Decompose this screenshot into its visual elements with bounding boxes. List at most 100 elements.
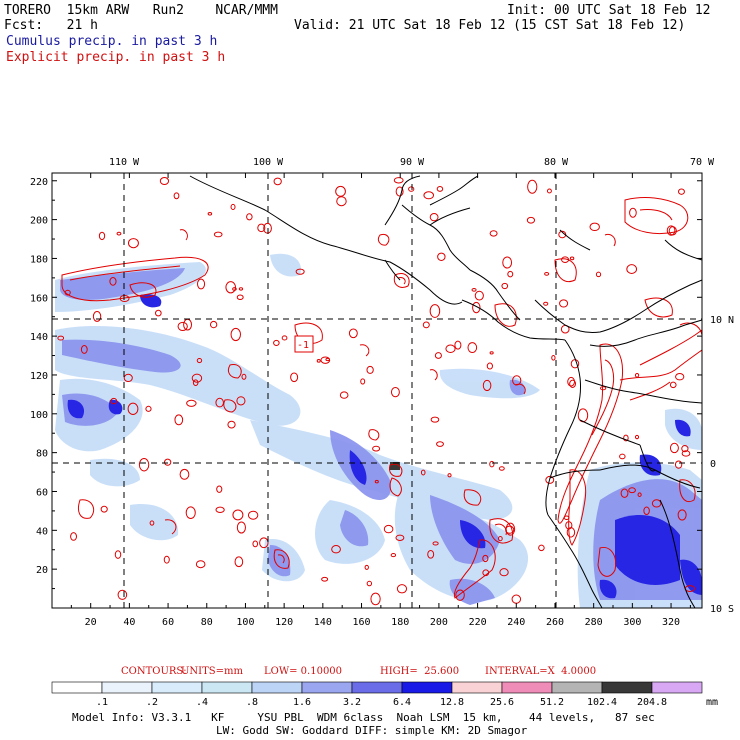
small-precip-cell	[364, 564, 369, 570]
small-precip-cell	[325, 357, 330, 362]
small-precip-cell	[185, 506, 196, 520]
small-precip-cell	[80, 345, 88, 354]
small-precip-cell	[505, 522, 516, 536]
small-precip-cell	[527, 179, 538, 194]
small-precip-cell	[420, 469, 426, 476]
small-precip-cell	[498, 466, 505, 471]
y-tick-label: 120	[30, 371, 48, 382]
colorbar-swatch	[151, 681, 203, 694]
small-precip-cell	[177, 321, 188, 332]
colorbar-label: 25.6	[490, 697, 514, 708]
small-precip-cell	[383, 524, 394, 534]
small-precip-cell	[569, 256, 575, 261]
small-precip-cell	[474, 290, 484, 301]
small-precip-cell	[651, 499, 662, 508]
colorbar-label: .1	[96, 697, 108, 708]
small-precip-cell	[543, 301, 549, 306]
small-precip-cell	[173, 192, 180, 200]
small-precip-cell	[677, 509, 687, 521]
small-precip-cell	[336, 196, 347, 207]
small-precip-cell	[674, 460, 683, 469]
small-precip-cell	[149, 520, 155, 526]
small-precip-cell	[600, 386, 607, 391]
small-precip-cell	[295, 268, 305, 275]
colorbar-swatch	[351, 681, 403, 694]
x-tick-label: 160	[352, 617, 370, 628]
small-precip-cell	[123, 373, 133, 383]
small-precip-cell	[454, 340, 462, 350]
land-boundaries	[189, 175, 703, 609]
map-axes: 20 40 60 80 100 120 140 160 180 200 220 240 260 280 30…	[30, 157, 734, 628]
small-precip-cell	[637, 492, 642, 497]
small-precip-cell	[569, 379, 577, 388]
small-precip-cell	[619, 453, 626, 460]
small-precip-cell	[472, 301, 481, 314]
y-tick-label: 20	[36, 565, 48, 576]
small-precip-cell	[257, 223, 266, 233]
small-precip-cell	[437, 252, 446, 261]
y-tick-label: 80	[36, 449, 48, 460]
small-precip-cell	[422, 321, 430, 329]
small-precip-cell	[273, 177, 282, 186]
small-precip-cell	[366, 580, 373, 587]
small-precip-cell	[436, 186, 444, 192]
colorbar-swatch	[601, 681, 653, 694]
small-precip-cell	[259, 537, 269, 549]
small-precip-cell	[512, 375, 522, 386]
x-tick-label: 20	[85, 617, 97, 628]
small-precip-cell	[209, 320, 218, 329]
small-precip-cell	[236, 294, 244, 301]
small-precip-cell	[643, 506, 650, 516]
small-precip-cell	[393, 177, 404, 184]
colorbar-swatch	[201, 681, 253, 694]
small-precip-cell	[429, 304, 441, 318]
small-precip-cell	[164, 458, 172, 466]
small-precip-cell	[436, 441, 444, 447]
cumulus-field-label: Cumulus precip. in past 3 h	[6, 34, 218, 49]
small-precip-cell	[626, 264, 638, 274]
colorbar-label: 12.8	[440, 697, 464, 708]
small-precip-cell	[372, 445, 381, 452]
small-precip-cell	[238, 287, 244, 291]
small-precip-cell	[119, 294, 130, 303]
y-tick-label: 140	[30, 332, 48, 343]
colorbar-swatch	[401, 681, 453, 694]
small-precip-cell	[227, 420, 236, 429]
small-precip-cell	[390, 386, 400, 398]
explicit-precip-contours	[61, 197, 702, 599]
small-precip-cell	[225, 281, 236, 294]
small-precip-cell	[100, 505, 108, 513]
contours-label: CONTOURS:	[121, 666, 187, 677]
small-precip-cell	[666, 225, 676, 236]
colorbar-label: 102.4	[587, 697, 617, 708]
small-precip-cell	[179, 468, 190, 480]
explicit-precip-small-cells	[57, 177, 696, 606]
x-tick-label: 80	[201, 617, 213, 628]
small-precip-cell	[92, 311, 102, 322]
small-precip-cell	[163, 555, 170, 564]
colorbar-swatch	[651, 681, 703, 694]
colorbar: .1 .2 .4 .8 1.6 3.2 6.4 12.8 25.6 51.2 102.4 204.8 m…	[51, 681, 718, 708]
low-center-marker: -1	[294, 335, 314, 353]
small-precip-cell	[116, 231, 122, 236]
colorbar-swatch	[551, 681, 603, 694]
x-tick-label: 240	[507, 617, 525, 628]
small-precip-cell	[191, 373, 203, 383]
small-precip-cell	[127, 238, 139, 249]
small-precip-cell	[526, 216, 536, 224]
small-precip-cell	[669, 442, 679, 454]
small-precip-cell	[195, 560, 206, 569]
heavy-precip-core	[390, 462, 400, 470]
small-precip-cell	[675, 372, 685, 381]
small-precip-cell	[183, 318, 193, 331]
lat-label: 10 N	[710, 315, 734, 326]
small-precip-cell	[395, 534, 405, 542]
small-precip-cell	[634, 372, 640, 378]
small-precip-cell	[174, 414, 184, 426]
low-value: LOW= 0.10000	[264, 666, 343, 677]
small-precip-cell	[489, 230, 498, 237]
colorbar-swatch	[251, 681, 303, 694]
lat-lon-grid	[52, 173, 702, 608]
small-precip-cell	[482, 379, 492, 392]
